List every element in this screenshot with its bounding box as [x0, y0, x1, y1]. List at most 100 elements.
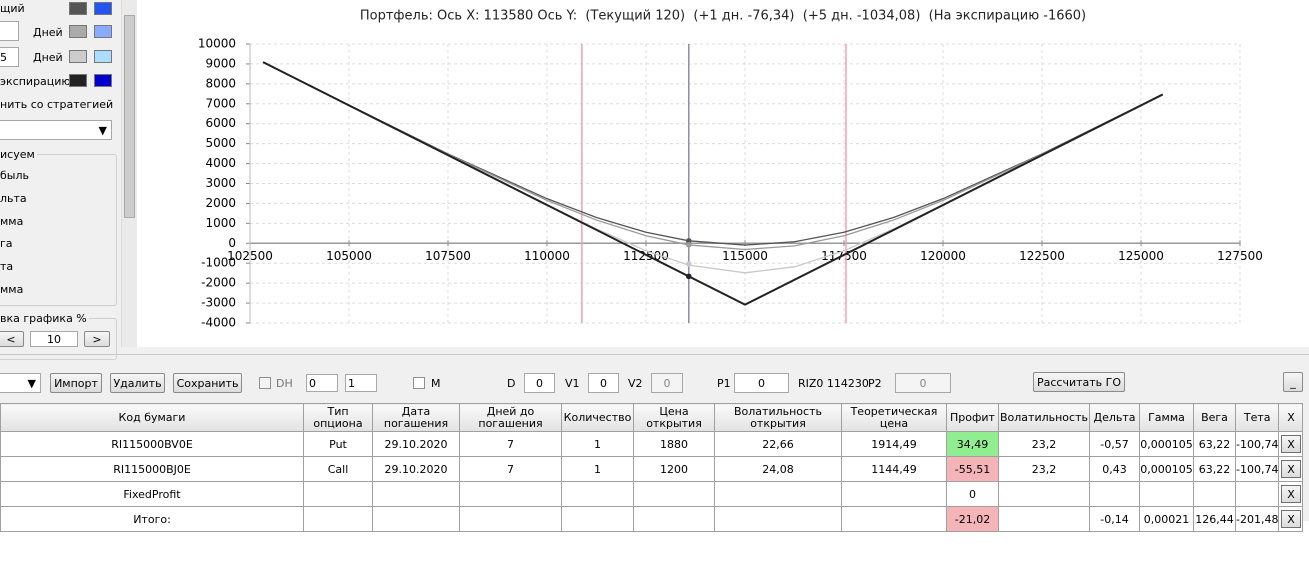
x-tick-label: 115000 [722, 249, 768, 263]
table-cell: X [1278, 506, 1304, 532]
table-cell [1193, 481, 1236, 507]
swatch[interactable] [69, 2, 87, 15]
checkbox[interactable] [259, 377, 271, 389]
table-cell: -201,48 [1234, 506, 1280, 532]
table-cell: 1144,49 [841, 456, 947, 482]
table-cell [998, 481, 1090, 507]
prev-button[interactable]: < [0, 331, 24, 347]
input[interactable]: 0 [588, 373, 619, 393]
table-row[interactable]: FixedProfit 0 X [0, 481, 1304, 507]
table-cell: 22,66 [714, 431, 842, 457]
series-toggle[interactable]: та [0, 260, 14, 274]
label: Дней [33, 26, 63, 39]
column-header[interactable]: Дней до погашения [459, 403, 562, 432]
table-cell: 34,49 [946, 431, 999, 457]
column-header[interactable]: Дельта [1089, 403, 1140, 432]
column-header[interactable]: Тета [1234, 403, 1280, 432]
calc-button[interactable]: Рассчитать ГО [1033, 372, 1125, 392]
table-cell: Итого: [0, 506, 304, 532]
spinner[interactable]: 0 [306, 374, 338, 392]
y-tick-label: 3000 [205, 176, 236, 190]
column-header[interactable]: Код бумаги [0, 403, 304, 432]
column-header[interactable]: Профит [946, 403, 999, 432]
minimize-button[interactable]: _ [1283, 372, 1303, 392]
table-row[interactable]: Итого: -21,02 -0,14 0,00021 126,44 -201,48 X [0, 506, 1304, 532]
column-header[interactable]: Цена открытия [633, 403, 715, 432]
chart: Портфель: Ось X: 113580 Ось Y: (Текущий … [137, 0, 1309, 347]
table-row[interactable]: RI115000BV0E Put 29.10.2020 7 1 1880 22,66 1914… [0, 431, 1304, 457]
swatch[interactable] [94, 2, 112, 15]
label: D [507, 377, 516, 390]
y-tick-label: 4000 [205, 156, 236, 170]
input[interactable] [0, 21, 19, 41]
column-header[interactable]: Дата погашения [372, 403, 460, 432]
combobox[interactable]: ▼ [0, 373, 41, 393]
table-cell: X [1278, 431, 1304, 457]
scroll-thumb[interactable] [124, 15, 135, 218]
next-button[interactable]: > [84, 331, 110, 347]
swatch[interactable] [69, 50, 87, 63]
table-cell [714, 506, 842, 532]
table-cell: 7 [459, 456, 562, 482]
column-header[interactable]: Волатильность [998, 403, 1090, 432]
y-tick-label: 6000 [205, 116, 236, 130]
column-header[interactable]: X [1278, 403, 1304, 432]
x-tick-label: 107500 [425, 249, 471, 263]
spinner[interactable]: 1 [345, 374, 377, 392]
table-cell: X [1278, 456, 1304, 482]
input[interactable]: 0 [895, 373, 951, 393]
table-cell: -0,14 [1089, 506, 1140, 532]
series-toggle[interactable]: мма [0, 283, 24, 296]
swatch[interactable] [69, 74, 87, 87]
swatch[interactable] [69, 25, 87, 38]
save-button[interactable]: Сохранить [173, 373, 242, 393]
column-header[interactable]: Количество [561, 403, 634, 432]
series-line [262, 61, 1164, 251]
swatch[interactable] [94, 50, 112, 63]
label: P1 [717, 377, 731, 390]
y-tick-label: 5000 [205, 136, 236, 150]
column-header[interactable]: Гамма [1139, 403, 1194, 432]
series-toggle[interactable]: га [0, 237, 13, 251]
remove-button[interactable]: X [1280, 510, 1301, 528]
scrollbar[interactable] [121, 0, 138, 347]
table-cell: 1 [561, 456, 634, 482]
combobox[interactable]: ▼ [0, 120, 112, 140]
input[interactable]: 0 [734, 373, 789, 393]
x-tick-label: 122500 [1019, 249, 1065, 263]
series-toggle[interactable]: мма [0, 214, 24, 228]
table-cell: 29.10.2020 [372, 431, 460, 457]
table-cell: 1914,49 [841, 431, 947, 457]
series-toggle[interactable]: льта [0, 191, 27, 205]
delete-button[interactable]: Удалить [110, 373, 165, 393]
remove-button[interactable]: X [1280, 435, 1301, 453]
cursor-point [685, 242, 692, 248]
y-tick-label: 1000 [205, 216, 236, 230]
splitter[interactable] [0, 354, 1309, 355]
column-header[interactable]: Волатильность открытия [714, 403, 842, 432]
table-cell [303, 506, 373, 532]
swatch[interactable] [94, 25, 112, 38]
column-header[interactable]: Вега [1193, 403, 1236, 432]
series-toggle[interactable]: быль [0, 169, 29, 182]
table-cell: 23,2 [998, 456, 1090, 482]
label: V2 [628, 377, 643, 390]
input[interactable]: 0 [524, 373, 555, 393]
checkbox[interactable] [413, 377, 425, 389]
table-cell: -100,74 [1234, 431, 1280, 457]
swatch[interactable] [94, 74, 112, 87]
table-row[interactable]: RI115000BJ0E Call 29.10.2020 7 1 1200 24,08 114… [0, 456, 1304, 482]
remove-button[interactable]: X [1280, 460, 1301, 478]
remove-button[interactable]: X [1280, 485, 1301, 503]
input[interactable]: 5 [0, 47, 19, 67]
shift-input[interactable]: 10 [30, 331, 78, 347]
table-cell: 1880 [633, 431, 715, 457]
input[interactable]: 0 [651, 373, 683, 393]
group-box [0, 154, 117, 306]
column-header[interactable]: Тип опциона [303, 403, 373, 432]
cursor-point [685, 261, 692, 267]
column-header[interactable]: Теоретическая цена [841, 403, 947, 432]
label: V1 [565, 377, 580, 390]
import-button[interactable]: Импорт [50, 373, 102, 393]
